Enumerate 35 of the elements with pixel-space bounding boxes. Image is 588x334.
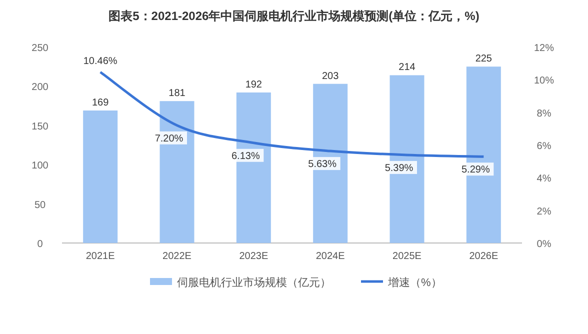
y-tick-label: 250: [32, 43, 49, 54]
data-label: 181: [168, 88, 186, 100]
y-tick-label: 200: [32, 82, 49, 94]
x-tick-label: 2021E: [86, 251, 116, 262]
y2-tick-label: 10%: [534, 76, 554, 87]
data-label: 5.39%: [384, 162, 414, 174]
y2-tick-label: 4%: [536, 174, 552, 185]
bar: [83, 110, 118, 243]
y-tick-label: 50: [34, 200, 46, 211]
x-tick-label: 2024E: [316, 251, 346, 262]
data-label: 5.29%: [461, 164, 490, 176]
data-label: 203: [322, 70, 340, 82]
data-label: 7.20%: [154, 133, 184, 144]
data-label: 214: [398, 62, 416, 74]
legend-label: 伺服电机行业市场规模（亿元）: [177, 276, 331, 289]
y2-tick-label: 2%: [536, 206, 552, 218]
x-tick-label: 2026E: [469, 251, 498, 262]
y2-tick-label: 8%: [536, 108, 552, 120]
data-label: 169: [92, 98, 110, 109]
y2-tick-label: 12%: [534, 43, 554, 54]
data-label: 6.13%: [231, 150, 260, 162]
y-tick-label: 0: [37, 239, 44, 250]
data-label: 5.63%: [308, 159, 337, 170]
x-tick-label: 2025E: [392, 251, 422, 262]
legend-label: 增速（%）: [387, 276, 442, 289]
data-label: 10.46%: [83, 56, 118, 68]
y2-tick-label: 0%: [536, 239, 552, 250]
x-tick-label: 2023E: [239, 251, 268, 262]
y-tick-label: 150: [32, 121, 49, 132]
chart-title: 图表5：2021-2026年中国伺服电机行业市场规模预测(单位：亿元，%): [108, 9, 480, 23]
y2-tick-label: 6%: [536, 141, 552, 152]
data-label: 192: [245, 79, 262, 90]
x-tick-label: 2022E: [162, 251, 192, 262]
data-label: 225: [475, 54, 492, 65]
y-tick-label: 100: [32, 160, 49, 172]
